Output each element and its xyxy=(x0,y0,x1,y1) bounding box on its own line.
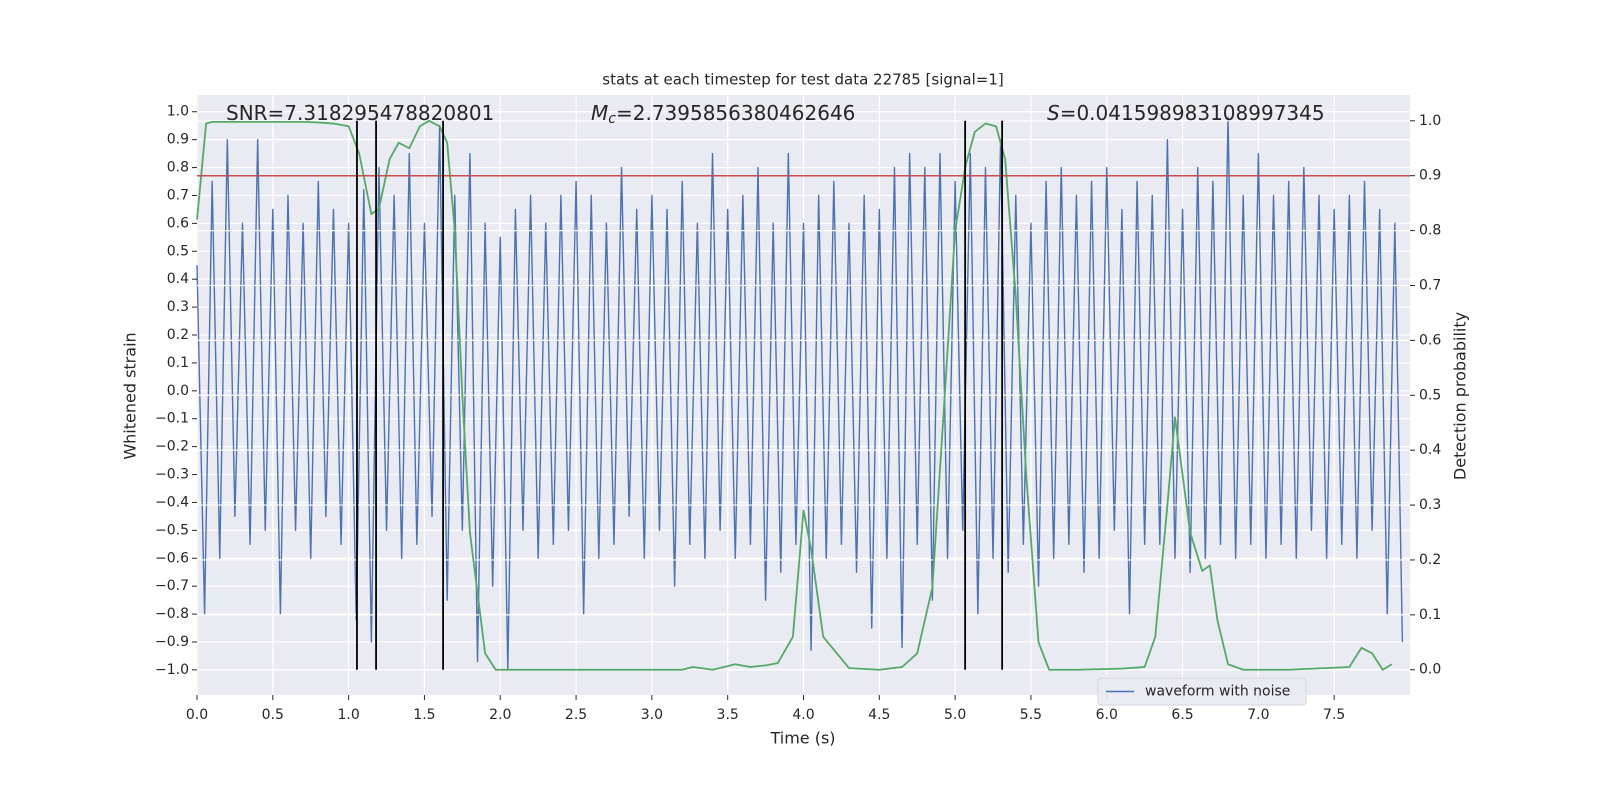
y2-tick-label: 0.4 xyxy=(1419,442,1441,458)
y-tick-label: −1.0 xyxy=(155,662,189,678)
x-tick-label: 5.5 xyxy=(1020,707,1042,723)
x-tick-label: 6.5 xyxy=(1171,707,1193,723)
x-tick-label: 6.0 xyxy=(1096,707,1118,723)
x-tick-label: 2.0 xyxy=(489,707,511,723)
annotation-part: =2.7395856380462646 xyxy=(616,101,855,125)
annotation: SNR=7.318295478820801 xyxy=(226,101,494,125)
annotation-part: M xyxy=(591,101,608,125)
y2-axis-label: Detection probability xyxy=(1451,312,1470,480)
y-tick-label: 0.3 xyxy=(167,299,189,315)
y2-tick-label: 0.3 xyxy=(1419,497,1441,513)
chart-title: stats at each timestep for test data 227… xyxy=(602,71,1003,89)
y-tick-label: −0.1 xyxy=(155,411,189,427)
series-line xyxy=(196,119,1393,671)
x-tick-label: 3.0 xyxy=(641,707,663,723)
y-tick-label: 0.4 xyxy=(167,271,189,287)
x-tick-label: 0.0 xyxy=(186,707,208,723)
y2-tick-label: 0.7 xyxy=(1419,277,1441,293)
y-tick-label: −0.6 xyxy=(155,550,189,566)
x-tick-label: 4.0 xyxy=(792,707,814,723)
y2-tick-label: 0.5 xyxy=(1419,387,1441,403)
y-tick-label: 0.8 xyxy=(167,160,189,176)
x-tick-label: 0.5 xyxy=(262,707,284,723)
annotation-part: S xyxy=(1047,101,1060,125)
y-tick-label: 0.9 xyxy=(167,132,189,148)
y2-tick-label: 1.0 xyxy=(1419,113,1441,129)
annotation: Mc=2.7395856380462646 xyxy=(591,101,855,128)
y2-tick-label: 0.9 xyxy=(1419,168,1441,184)
y-tick-label: 0.5 xyxy=(167,243,189,259)
x-tick-label: 3.5 xyxy=(717,707,739,723)
annotation-part: c xyxy=(608,111,616,127)
y2-tick-label: 0.1 xyxy=(1419,607,1441,623)
x-axis-label: Time (s) xyxy=(769,729,835,748)
y-tick-label: −0.4 xyxy=(155,494,189,510)
annotation: S=0.041598983108997345 xyxy=(1047,101,1325,125)
y-tick-label: −0.8 xyxy=(155,606,189,622)
legend: waveform with noise xyxy=(1097,677,1307,706)
y-tick-label: 0.2 xyxy=(167,327,189,343)
y-tick-label: 1.0 xyxy=(167,104,189,120)
y-tick-label: −0.9 xyxy=(155,634,189,650)
x-tick-label: 7.5 xyxy=(1323,707,1345,723)
y-tick-label: 0.0 xyxy=(167,383,189,399)
y2-tick-label: 0.0 xyxy=(1419,662,1441,678)
y2-tick-label: 0.6 xyxy=(1419,332,1441,348)
y-tick-label: −0.3 xyxy=(155,467,189,483)
annotation-part: SNR=7.318295478820801 xyxy=(226,101,494,125)
annotation-part: =0.041598983108997345 xyxy=(1060,101,1325,125)
legend-label: waveform with noise xyxy=(1145,684,1290,700)
y-tick-label: 0.6 xyxy=(167,215,189,231)
y-axis-label: Whitened strain xyxy=(121,332,140,459)
x-tick-label: 1.0 xyxy=(337,707,359,723)
x-tick-label: 4.5 xyxy=(868,707,890,723)
x-tick-label: 2.5 xyxy=(565,707,587,723)
y-tick-label: 0.1 xyxy=(167,355,189,371)
y2-tick-label: 0.8 xyxy=(1419,223,1441,239)
overlays xyxy=(196,119,1410,671)
x-tick-label: 7.0 xyxy=(1247,707,1269,723)
x-tick-label: 1.5 xyxy=(413,707,435,723)
x-tick-label: 5.0 xyxy=(944,707,966,723)
y-tick-label: −0.2 xyxy=(155,439,189,455)
y-tick-label: 0.7 xyxy=(167,187,189,203)
legend-box xyxy=(1097,677,1307,706)
y2-tick-label: 0.2 xyxy=(1419,552,1441,568)
y-tick-label: −0.7 xyxy=(155,578,189,594)
y-tick-label: −0.5 xyxy=(155,522,189,538)
series-line xyxy=(196,116,1404,671)
data xyxy=(196,116,1404,671)
